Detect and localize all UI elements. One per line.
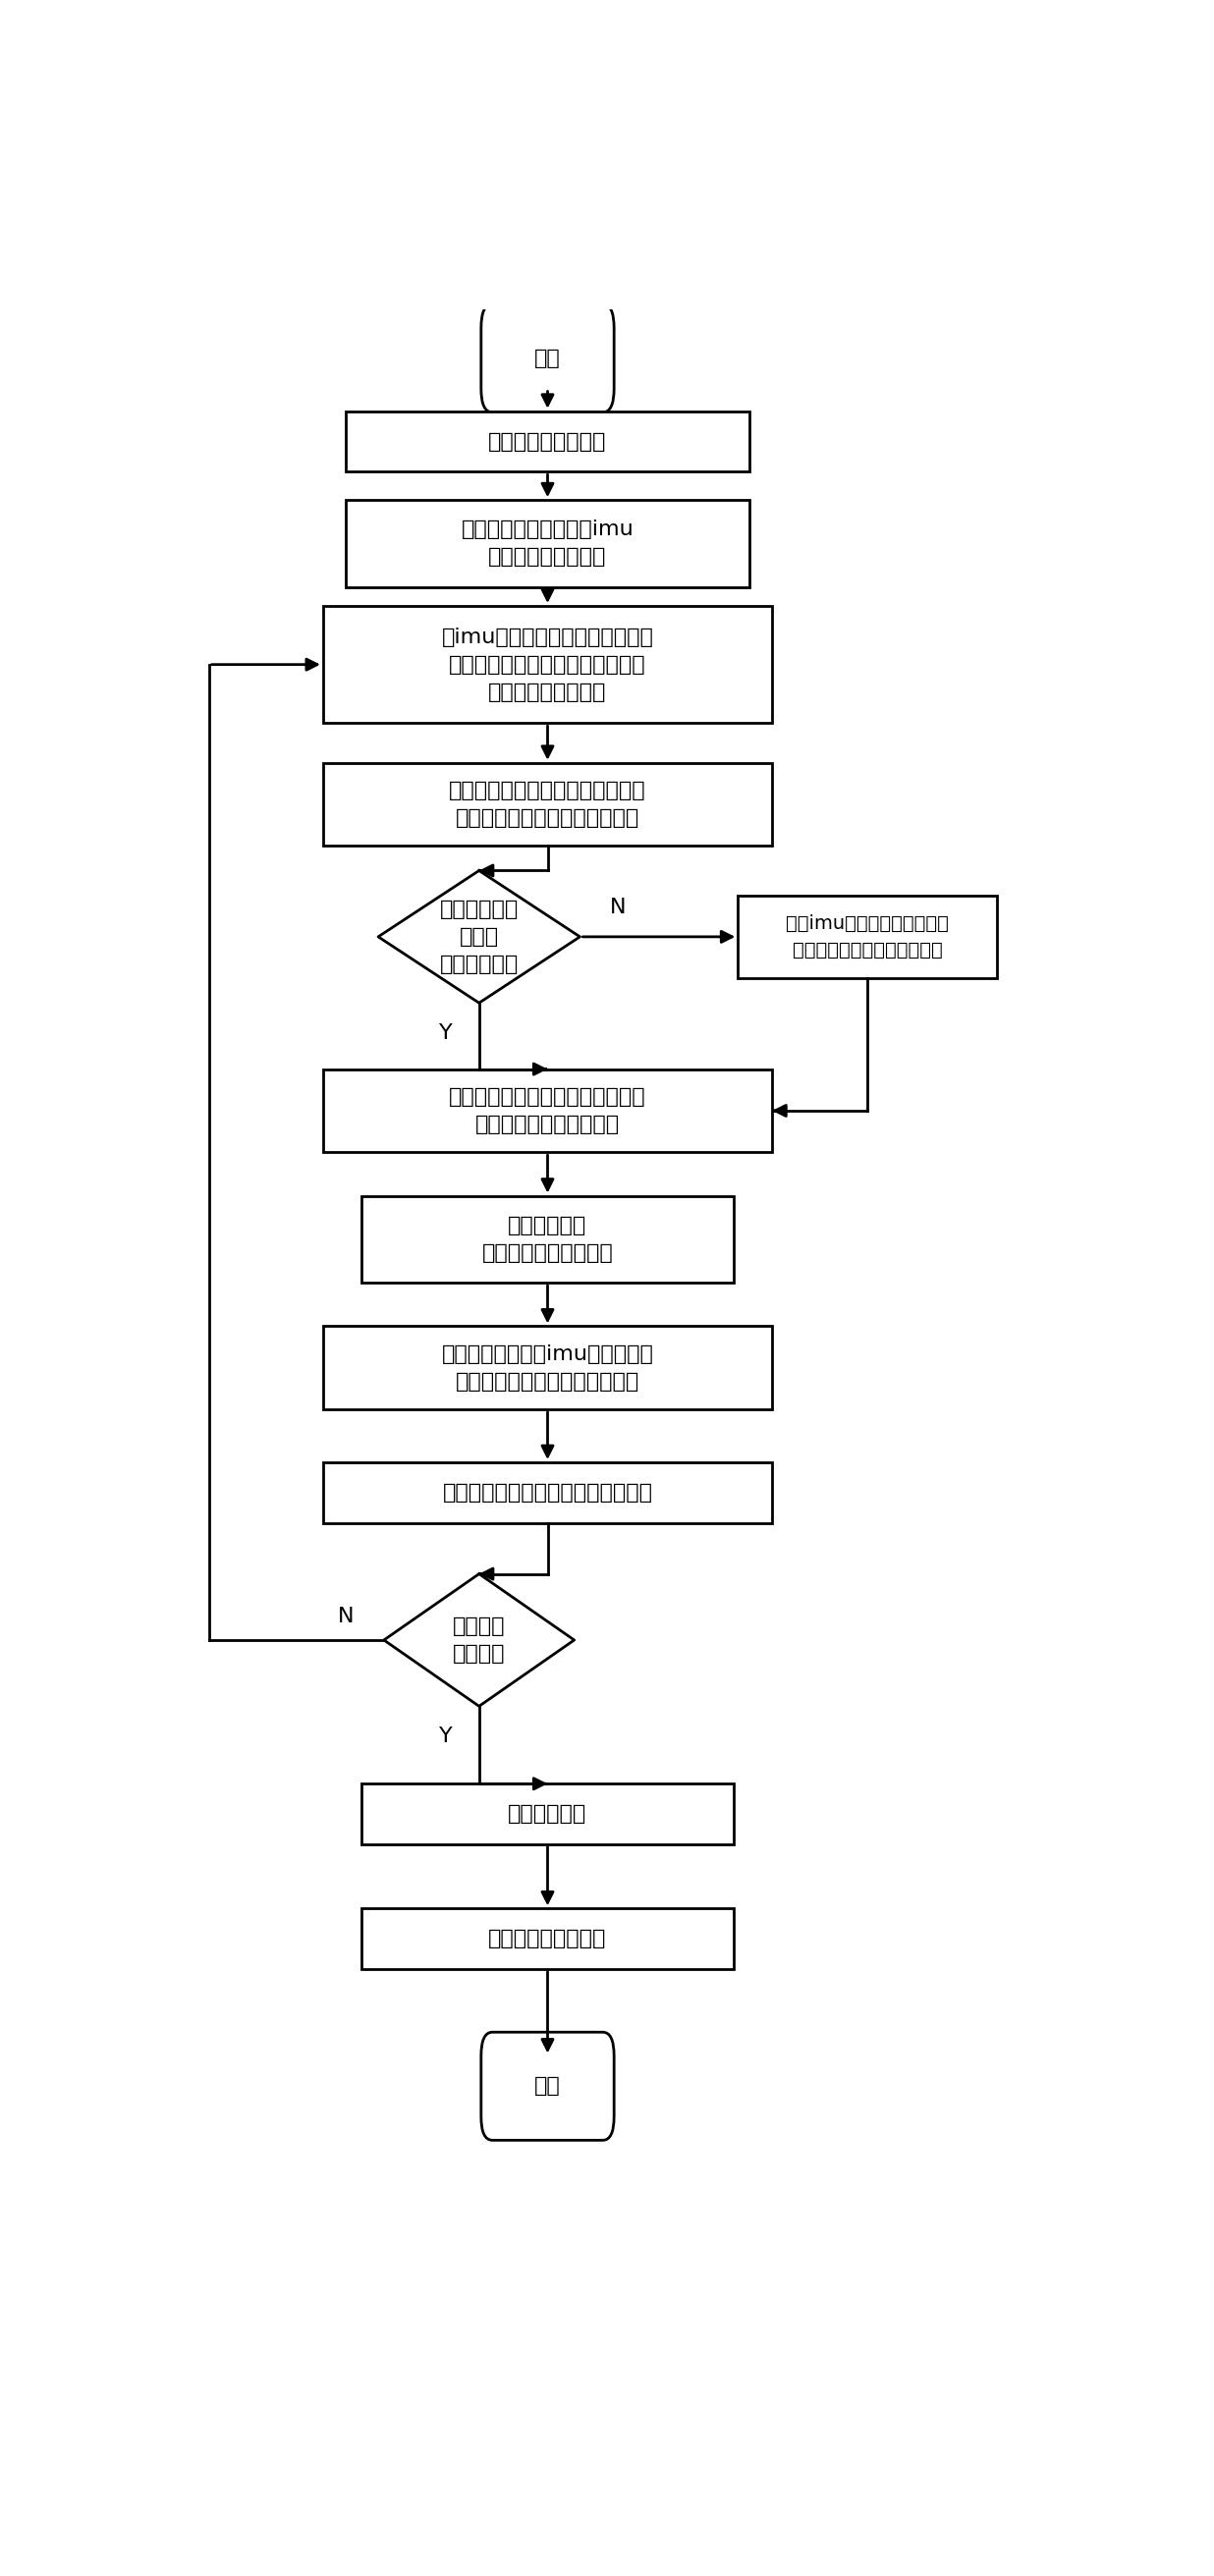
Text: Y: Y <box>439 1726 453 1747</box>
Text: 结束: 结束 <box>534 2076 561 2097</box>
FancyBboxPatch shape <box>481 2032 614 2141</box>
Text: 开始: 开始 <box>534 348 561 368</box>
Text: 将点云图加入
运动估计模型约束处理: 将点云图加入 运动估计模型约束处理 <box>482 1216 613 1262</box>
Text: 通过imu获得帧间运动数据，
并通过局部点云配准进行优化: 通过imu获得帧间运动数据， 并通过局部点云配准进行优化 <box>785 914 949 958</box>
FancyBboxPatch shape <box>323 1463 772 1522</box>
Polygon shape <box>379 871 580 1002</box>
Text: Y: Y <box>439 1023 453 1043</box>
Text: 开启闭环检测: 开启闭环检测 <box>509 1803 588 1824</box>
Text: 通过相机获得特征点所维护的单词库: 通过相机获得特征点所维护的单词库 <box>442 1484 653 1502</box>
FancyBboxPatch shape <box>323 1069 772 1151</box>
FancyBboxPatch shape <box>361 1783 734 1844</box>
FancyBboxPatch shape <box>323 1327 772 1409</box>
FancyBboxPatch shape <box>323 605 772 724</box>
Polygon shape <box>384 1574 574 1705</box>
FancyBboxPatch shape <box>346 412 749 471</box>
Text: N: N <box>339 1607 354 1625</box>
FancyBboxPatch shape <box>481 304 614 412</box>
Text: 根据特征点数量及imu激励判断是
否需要插入关键帧进行局部优化: 根据特征点数量及imu激励判断是 否需要插入关键帧进行局部优化 <box>442 1345 653 1391</box>
Text: 优化全部帧及点云图: 优化全部帧及点云图 <box>488 1929 607 1947</box>
Text: 对imu数据预积分，通过视觉特征
点抑制其误差实时获取帧间位姿变
换信息与特征点信息: 对imu数据预积分，通过视觉特征 点抑制其误差实时获取帧间位姿变 换信息与特征点… <box>442 626 653 701</box>
Text: 连续多帧
为回环帧: 连续多帧 为回环帧 <box>453 1618 505 1664</box>
Text: 配准特征点与激光点云插值出特征
点距离，并对特征点对赋予权重: 配准特征点与激光点云插值出特征 点距离，并对特征点对赋予权重 <box>449 781 646 827</box>
Text: 标定激光雷达和相机: 标定激光雷达和相机 <box>488 433 607 451</box>
Text: 计算位姿变换获得连续跟踪的特征
点的深度信息并赋予权重: 计算位姿变换获得连续跟踪的特征 点的深度信息并赋予权重 <box>449 1087 646 1133</box>
FancyBboxPatch shape <box>323 762 772 845</box>
Text: 环境光照稳定
且点云
纹理信息丰富: 环境光照稳定 且点云 纹理信息丰富 <box>439 899 518 974</box>
FancyBboxPatch shape <box>361 1909 734 1968</box>
FancyBboxPatch shape <box>738 896 997 979</box>
Text: N: N <box>609 896 625 917</box>
Text: 设置激光雷达、相机与imu
参数并进行数据采集: 设置激光雷达、相机与imu 参数并进行数据采集 <box>461 520 634 567</box>
FancyBboxPatch shape <box>346 500 749 587</box>
FancyBboxPatch shape <box>361 1195 734 1283</box>
